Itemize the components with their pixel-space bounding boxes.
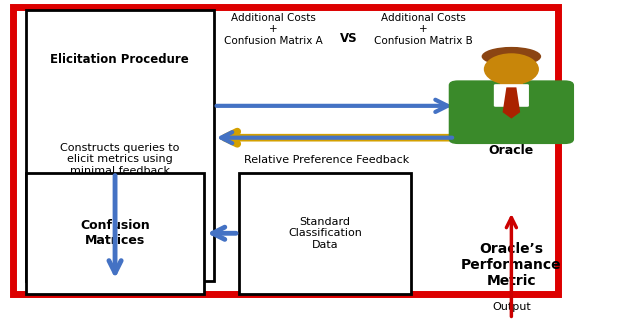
Ellipse shape [484, 53, 539, 85]
Ellipse shape [482, 47, 541, 66]
Bar [26, 173, 204, 294]
Bar [500, 76, 522, 88]
FancyBboxPatch shape [449, 80, 574, 144]
Text: Oracle’s
Performance
Metric: Oracle’s Performance Metric [461, 242, 561, 288]
Polygon shape [495, 85, 511, 106]
FancyBboxPatch shape [494, 84, 529, 107]
Text: VS: VS [340, 32, 357, 45]
Text: Output: Output [492, 301, 531, 312]
Polygon shape [511, 85, 527, 106]
Text: Constructs queries to
elicit metrics using
minimal feedback: Constructs queries to elicit metrics usi… [60, 143, 180, 176]
Text: Additional Costs
+
Confusion Matrix B: Additional Costs + Confusion Matrix B [374, 13, 473, 46]
Bar [13, 7, 558, 294]
Text: Elicitation Procedure: Elicitation Procedure [50, 52, 189, 66]
Polygon shape [502, 87, 520, 119]
Bar [239, 173, 411, 294]
Text: Relative Preference Feedback: Relative Preference Feedback [244, 155, 409, 165]
Text: Confusion
Matrices: Confusion Matrices [80, 219, 150, 247]
Text: Standard
Classification
Data: Standard Classification Data [288, 217, 362, 250]
Bar [26, 10, 214, 281]
Text: Oracle: Oracle [489, 144, 534, 157]
Text: Additional Costs
+
Confusion Matrix A: Additional Costs + Confusion Matrix A [224, 13, 323, 46]
